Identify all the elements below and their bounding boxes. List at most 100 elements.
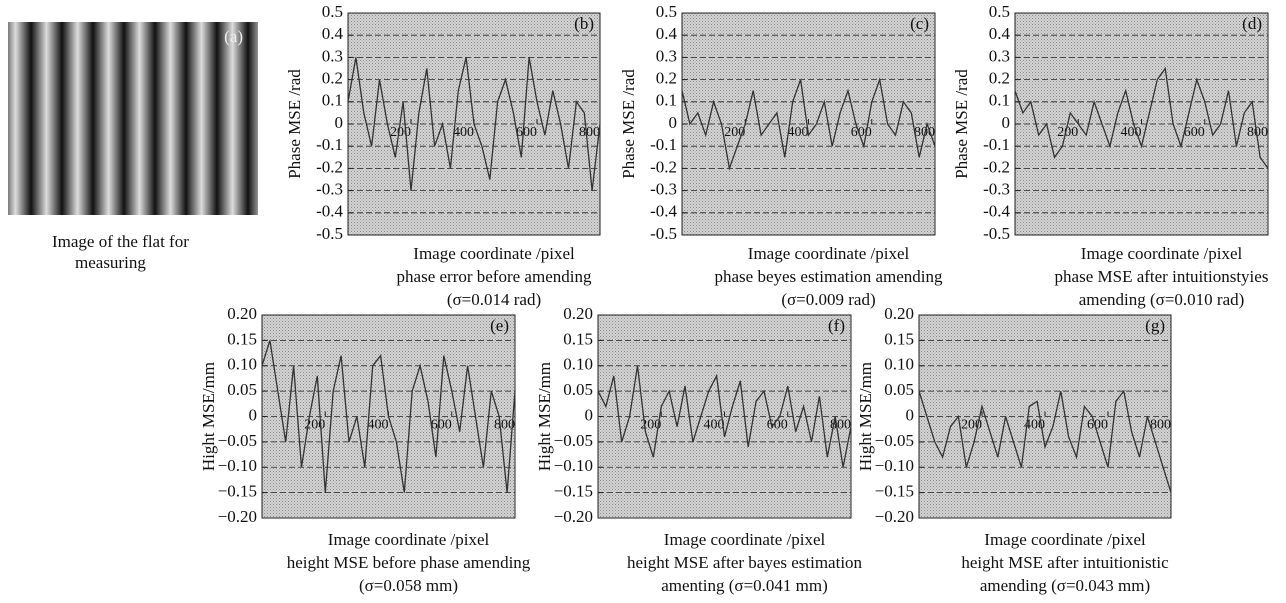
y-tick-label: −0.15 bbox=[554, 482, 593, 501]
x-tick-label: 400 bbox=[453, 125, 474, 140]
data-line bbox=[681, 77, 936, 171]
caption: phase beyes estimation amending bbox=[714, 267, 943, 286]
y-tick-label: -0.4 bbox=[650, 202, 677, 221]
data-line bbox=[918, 389, 1172, 493]
y-tick-label: -0.4 bbox=[316, 202, 343, 221]
caption: (σ=0.009 rad) bbox=[781, 290, 875, 309]
y-tick-label: 0.05 bbox=[563, 380, 593, 399]
y-tick-label: -0.5 bbox=[983, 224, 1010, 243]
panel-label: (f) bbox=[828, 316, 845, 335]
caption: height MSE after intuitionistic bbox=[961, 553, 1169, 572]
x-axis-label: Image coordinate /pixel bbox=[413, 244, 575, 263]
x-tick-label: 400 bbox=[788, 125, 809, 140]
y-axis-label: Hight MSE/mm bbox=[535, 362, 554, 471]
x-axis-label: Image coordinate /pixel bbox=[328, 530, 490, 549]
y-tick-label: 0.15 bbox=[884, 329, 914, 348]
y-tick-label: 0.10 bbox=[227, 355, 257, 374]
y-axis-label: Hight MSE/mm bbox=[199, 362, 218, 471]
y-tick-label: 0 bbox=[335, 113, 344, 132]
x-tick-label: 800 bbox=[830, 418, 851, 433]
y-axis-label: Phase MSE /rad bbox=[952, 69, 971, 179]
x-tick-label: 600 bbox=[767, 418, 788, 433]
y-tick-label: 0.1 bbox=[989, 91, 1010, 110]
y-axis-label: Phase MSE /rad bbox=[285, 69, 304, 179]
caption: phase error before amending bbox=[397, 267, 592, 286]
y-axis-label: Hight MSE/mm bbox=[856, 362, 875, 471]
caption: amending (σ=0.043 mm) bbox=[980, 576, 1150, 595]
y-tick-label: 0.05 bbox=[227, 380, 257, 399]
caption: height MSE before phase amending bbox=[287, 553, 531, 572]
y-tick-label: 0.3 bbox=[989, 46, 1010, 65]
y-tick-label: −0.15 bbox=[875, 482, 914, 501]
y-tick-label: 0.4 bbox=[989, 24, 1011, 43]
x-axis-label: Image coordinate /pixel bbox=[748, 244, 910, 263]
y-tick-label: 0.3 bbox=[656, 46, 677, 65]
y-tick-label: -0.1 bbox=[983, 135, 1010, 154]
data-line bbox=[597, 365, 852, 468]
y-tick-label: 0.1 bbox=[656, 91, 677, 110]
y-tick-label: 0.2 bbox=[322, 69, 343, 88]
y-tick-label: 0 bbox=[906, 405, 915, 424]
y-tick-label: −0.05 bbox=[218, 431, 257, 450]
panel-label: (e) bbox=[490, 316, 509, 335]
panel-label: (g) bbox=[1145, 316, 1165, 335]
x-tick-label: 800 bbox=[579, 125, 600, 140]
y-tick-label: 0.5 bbox=[322, 2, 343, 21]
y-tick-label: -0.3 bbox=[983, 180, 1010, 199]
y-tick-label: 0.5 bbox=[656, 2, 677, 21]
y-tick-label: -0.1 bbox=[650, 135, 677, 154]
data-line bbox=[347, 57, 601, 191]
y-tick-label: -0.4 bbox=[983, 202, 1010, 221]
x-tick-label: 400 bbox=[1121, 125, 1142, 140]
y-tick-label: 0.10 bbox=[884, 355, 914, 374]
y-axis-label: Phase MSE /rad bbox=[619, 69, 638, 179]
panel-label: (a) bbox=[224, 27, 243, 46]
y-tick-label: 0.2 bbox=[989, 69, 1010, 88]
fringe-image bbox=[8, 22, 258, 215]
x-tick-label: 800 bbox=[1150, 418, 1171, 433]
x-axis-label: Image coordinate /pixel bbox=[1081, 244, 1243, 263]
y-tick-label: −0.10 bbox=[875, 456, 914, 475]
caption: amending (σ=0.010 rad) bbox=[1079, 290, 1245, 309]
x-axis-label: Image coordinate /pixel bbox=[664, 530, 826, 549]
y-tick-label: 0 bbox=[249, 405, 258, 424]
x-axis-label: Image coordinate /pixel bbox=[984, 530, 1146, 549]
image-caption: measuring bbox=[75, 253, 146, 272]
caption: (σ=0.058 mm) bbox=[359, 576, 458, 595]
y-tick-label: 0 bbox=[669, 113, 678, 132]
y-tick-label: 0.3 bbox=[322, 46, 343, 65]
y-tick-label: 0.20 bbox=[884, 304, 914, 323]
y-tick-label: 0.15 bbox=[227, 329, 257, 348]
caption: (σ=0.014 rad) bbox=[447, 290, 541, 309]
data-line bbox=[1014, 66, 1269, 169]
y-tick-label: −0.05 bbox=[554, 431, 593, 450]
image-caption: Image of the flat for bbox=[52, 232, 189, 251]
x-tick-label: 600 bbox=[516, 125, 537, 140]
y-tick-label: 0.5 bbox=[989, 2, 1010, 21]
y-tick-label: −0.20 bbox=[218, 507, 257, 526]
x-tick-label: 600 bbox=[1184, 125, 1205, 140]
y-tick-label: 0.2 bbox=[656, 69, 677, 88]
panel-label: (b) bbox=[574, 14, 594, 33]
data-line bbox=[261, 340, 516, 493]
caption: amenting (σ=0.041 mm) bbox=[661, 576, 828, 595]
y-tick-label: 0.4 bbox=[656, 24, 678, 43]
panel-label: (c) bbox=[910, 14, 929, 33]
panel-label: (d) bbox=[1242, 14, 1262, 33]
y-tick-label: 0.05 bbox=[884, 380, 914, 399]
y-tick-label: −0.20 bbox=[554, 507, 593, 526]
y-tick-label: 0 bbox=[1002, 113, 1011, 132]
y-tick-label: -0.3 bbox=[650, 180, 677, 199]
x-tick-label: 400 bbox=[704, 418, 725, 433]
y-tick-label: −0.10 bbox=[554, 456, 593, 475]
caption: height MSE after bayes estimation bbox=[627, 553, 863, 572]
y-tick-label: 0.15 bbox=[563, 329, 593, 348]
y-tick-label: −0.05 bbox=[875, 431, 914, 450]
y-tick-label: -0.2 bbox=[650, 157, 677, 176]
y-tick-label: −0.10 bbox=[218, 456, 257, 475]
y-tick-label: -0.1 bbox=[316, 135, 343, 154]
y-tick-label: -0.2 bbox=[983, 157, 1010, 176]
x-tick-label: 200 bbox=[724, 125, 745, 140]
y-tick-label: 0.1 bbox=[322, 91, 343, 110]
